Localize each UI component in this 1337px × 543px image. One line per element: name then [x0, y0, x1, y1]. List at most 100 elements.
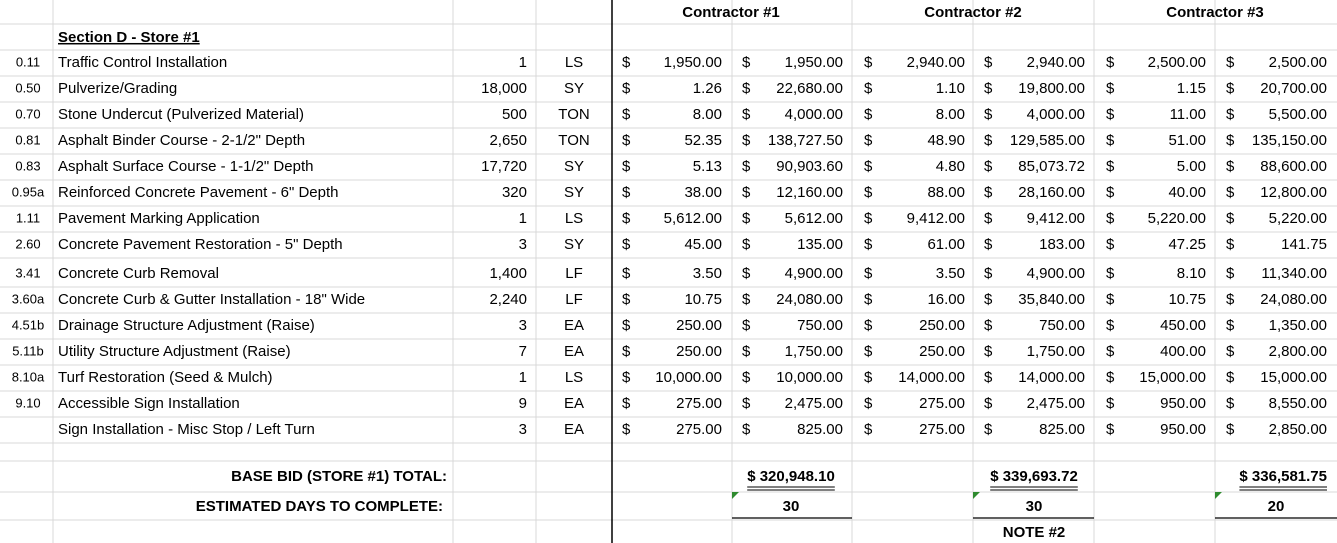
- currency-symbol: $: [864, 106, 873, 123]
- comment-marker: [732, 492, 739, 499]
- currency-symbol: $: [742, 106, 751, 123]
- line-total: 14,000.00: [1018, 369, 1085, 386]
- currency-symbol: $: [1106, 291, 1115, 308]
- line-total: 9,412.00: [1027, 210, 1085, 227]
- currency-symbol: $: [1226, 395, 1235, 412]
- currency-symbol: $: [622, 106, 631, 123]
- unit: LF: [565, 265, 583, 282]
- currency-symbol: $: [984, 158, 993, 175]
- item-name: Sign Installation - Misc Stop / Left Tur…: [58, 421, 315, 438]
- line-total: 2,475.00: [785, 395, 843, 412]
- line-total: 12,800.00: [1260, 184, 1327, 201]
- currency-symbol: $: [622, 343, 631, 360]
- line-total: 1,350.00: [1269, 317, 1327, 334]
- unit-price: 38.00: [684, 184, 722, 201]
- line-total: 8,550.00: [1269, 395, 1327, 412]
- item-name: Concrete Curb & Gutter Installation - 18…: [58, 291, 365, 308]
- currency-symbol: $: [984, 236, 993, 253]
- currency-symbol: $: [1226, 236, 1235, 253]
- unit-price: 9,412.00: [907, 210, 965, 227]
- currency-symbol: $: [1226, 158, 1235, 175]
- currency-symbol: $: [984, 369, 993, 386]
- currency-symbol: $: [742, 343, 751, 360]
- currency-symbol: $: [742, 265, 751, 282]
- line-total: 141.75: [1281, 236, 1327, 253]
- currency-symbol: $: [742, 80, 751, 97]
- quantity: 3: [519, 317, 527, 334]
- item-code: 8.10a: [12, 369, 45, 384]
- currency-symbol: $: [864, 421, 873, 438]
- line-total: 20,700.00: [1260, 80, 1327, 97]
- currency-symbol: $: [984, 80, 993, 97]
- currency-symbol: $: [622, 210, 631, 227]
- item-name: Drainage Structure Adjustment (Raise): [58, 317, 315, 334]
- unit-price: 61.00: [927, 236, 965, 253]
- currency-symbol: $: [1106, 80, 1115, 97]
- line-total: 4,900.00: [1027, 265, 1085, 282]
- currency-symbol: $: [622, 395, 631, 412]
- quantity: 9: [519, 395, 527, 412]
- unit-price: 10,000.00: [655, 369, 722, 386]
- unit-price: 10.75: [684, 291, 722, 308]
- currency-symbol: $: [622, 291, 631, 308]
- currency-symbol: $: [984, 291, 993, 308]
- quantity: 1: [519, 369, 527, 386]
- line-total: 10,000.00: [776, 369, 843, 386]
- unit-price: 5,612.00: [664, 210, 722, 227]
- line-total: 88,600.00: [1260, 158, 1327, 175]
- currency-symbol: $: [1106, 369, 1115, 386]
- note: NOTE #2: [1003, 524, 1066, 541]
- unit-price: 47.25: [1168, 236, 1206, 253]
- item-code: 0.11: [16, 54, 40, 69]
- unit-price: 45.00: [684, 236, 722, 253]
- cells: Section D - Store #1 BASE BID (STORE #1)…: [12, 4, 1337, 541]
- quantity: 3: [519, 421, 527, 438]
- currency-symbol: $: [622, 54, 631, 71]
- unit-price: 15,000.00: [1139, 369, 1206, 386]
- item-name: Concrete Curb Removal: [58, 265, 219, 282]
- currency-symbol: $: [622, 158, 631, 175]
- line-total: 5,612.00: [785, 210, 843, 227]
- unit: TON: [558, 132, 589, 149]
- unit: LS: [565, 54, 583, 71]
- line-total: 4,900.00: [785, 265, 843, 282]
- line-total: 35,840.00: [1018, 291, 1085, 308]
- days-value: 30: [1026, 498, 1043, 515]
- item-code: 9.10: [15, 395, 40, 410]
- currency-symbol: $: [1226, 265, 1235, 282]
- currency-symbol: $: [864, 184, 873, 201]
- quantity: 1: [519, 210, 527, 227]
- currency-symbol: $: [622, 80, 631, 97]
- currency-symbol: $: [984, 421, 993, 438]
- item-code: 5.11b: [12, 343, 44, 358]
- contractor-header: Contractor #1: [682, 4, 780, 21]
- unit-price: 8.00: [693, 106, 722, 123]
- currency-symbol: $: [1106, 106, 1115, 123]
- currency-symbol: $: [984, 106, 993, 123]
- item-name: Pulverize/Grading: [58, 80, 177, 97]
- unit: EA: [564, 421, 584, 438]
- line-total: 129,585.00: [1010, 132, 1085, 149]
- unit-price: 5.13: [693, 158, 722, 175]
- currency-symbol: $: [1226, 54, 1235, 71]
- section-title: Section D - Store #1: [58, 29, 200, 46]
- currency-symbol: $: [1226, 421, 1235, 438]
- currency-symbol: $: [984, 265, 993, 282]
- currency-symbol: $: [864, 343, 873, 360]
- quantity: 1: [519, 54, 527, 71]
- unit-price: 11.00: [1170, 106, 1206, 123]
- item-code: 0.50: [15, 80, 40, 95]
- line-total: 135,150.00: [1252, 132, 1327, 149]
- item-name: Traffic Control Installation: [58, 54, 227, 71]
- currency-symbol: $: [864, 265, 873, 282]
- line-total: 22,680.00: [776, 80, 843, 97]
- item-code: 0.70: [15, 106, 40, 121]
- totals-label: BASE BID (STORE #1) TOTAL:: [231, 468, 447, 485]
- bid-total: $ 336,581.75: [1239, 468, 1327, 485]
- line-total: 750.00: [797, 317, 843, 334]
- currency-symbol: $: [742, 317, 751, 334]
- days-label: ESTIMATED DAYS TO COMPLETE:: [196, 498, 443, 515]
- item-name: Concrete Pavement Restoration - 5" Depth: [58, 236, 343, 253]
- currency-symbol: $: [984, 132, 993, 149]
